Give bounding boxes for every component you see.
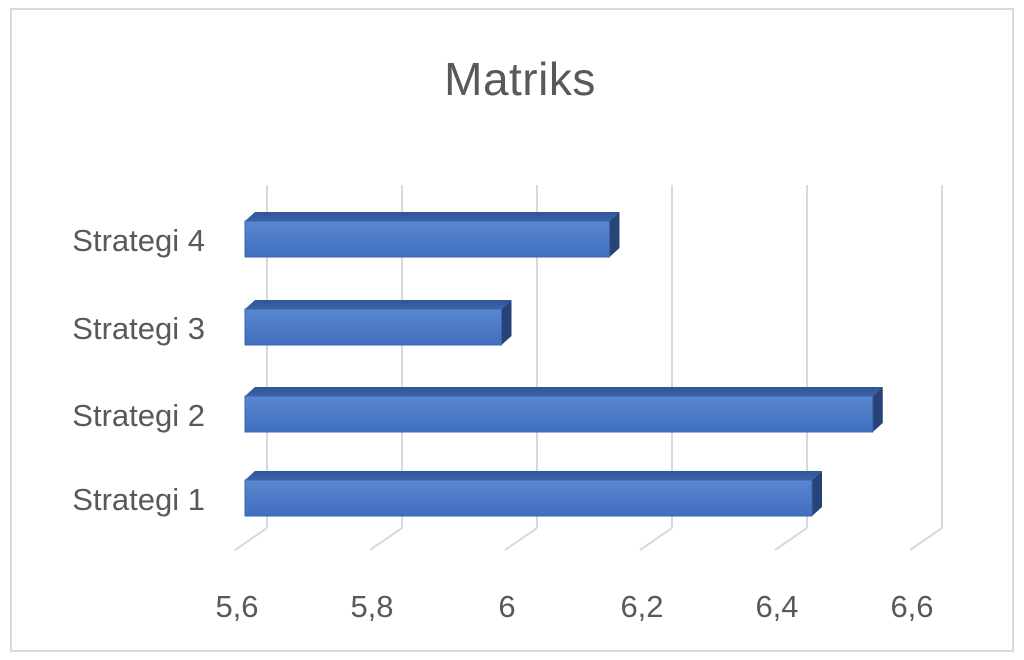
- floor-gridline: [234, 527, 268, 551]
- x-tick-label: 5,6: [215, 589, 258, 624]
- bar: [244, 387, 883, 433]
- bar: [244, 212, 620, 258]
- bar-side-face: [609, 212, 620, 257]
- x-tick-label: 6,4: [755, 589, 798, 624]
- bar: [244, 300, 512, 346]
- chart-title: Matriks: [444, 53, 596, 105]
- bar-side-face: [872, 387, 883, 432]
- bar-top-face: [245, 212, 620, 221]
- x-axis-tick-labels: 5,6 5,8 6 6,2 6,4 6,6: [215, 589, 933, 624]
- category-label: Strategi 4: [72, 223, 205, 258]
- floor-gridline: [639, 527, 673, 551]
- bar-front-face: [244, 479, 813, 517]
- category-label: Strategi 2: [72, 398, 205, 433]
- floor-gridline: [909, 527, 943, 551]
- bar-top-face: [245, 387, 883, 396]
- floor-gridline: [504, 527, 538, 551]
- floor-gridline: [369, 527, 403, 551]
- x-tick-label: 6: [498, 589, 515, 624]
- bar-side-face: [812, 471, 822, 516]
- bar-top-face: [245, 300, 512, 309]
- bar-front-face: [244, 308, 502, 346]
- bar-side-face: [501, 300, 512, 345]
- bar-front-face: [244, 220, 610, 258]
- bar: [244, 471, 822, 517]
- category-label: Strategi 3: [72, 311, 205, 346]
- bars: [244, 212, 883, 517]
- category-labels: Strategi 1 Strategi 2 Strategi 3 Strategi 4: [72, 223, 205, 517]
- x-tick-label: 5,8: [350, 589, 393, 624]
- floor-gridline: [774, 527, 808, 551]
- x-tick-label: 6,2: [620, 589, 663, 624]
- bar-top-face: [245, 471, 822, 480]
- category-label: Strategi 1: [72, 482, 205, 517]
- bar-front-face: [244, 395, 874, 433]
- gridlines: [234, 185, 943, 551]
- x-tick-label: 6,6: [890, 589, 933, 624]
